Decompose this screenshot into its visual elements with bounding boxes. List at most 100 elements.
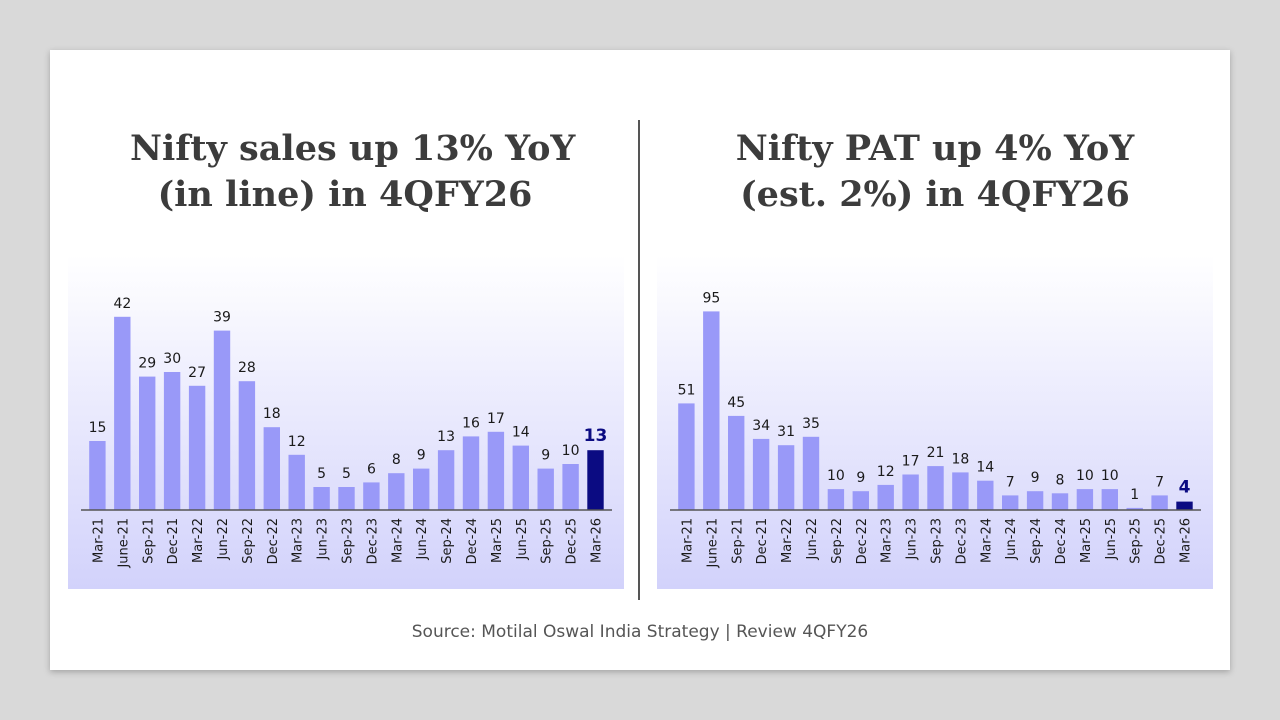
value-label: 16 [462,415,480,431]
bar-sep-25 [1126,507,1143,510]
category-label: Sep-22 [241,518,256,564]
category-label: Sep-23 [930,518,945,564]
slide: Nifty sales up 13% YoY (in line) in 4QFY… [50,50,1230,670]
bar-sep-24 [437,450,455,510]
bar-mar-25 [1076,489,1094,510]
category-label: Dec-22 [266,518,281,564]
category-label: Mar-26 [590,518,605,563]
sales-growth-chart: 15 Mar-21 42 June-21 29 Sep-21 30 Dec-21 27 Mar-2… [68,255,624,589]
bar-mar-26 [1176,501,1193,510]
value-label: 4 [1179,478,1191,498]
category-label: Dec-21 [755,518,770,564]
pat-growth-chart-svg: 51 Mar-21 95 June-21 45 Sep-21 34 Dec-21 31 Mar-2… [670,290,1201,569]
category-label: Dec-23 [365,518,380,564]
left-title-line-1: Nifty sales up 13% YoY [130,128,576,169]
category-label: Sep-23 [341,518,356,564]
value-label: 10 [827,468,845,484]
category-label: Mar-25 [1079,518,1094,563]
bar-dec-25 [1151,495,1168,510]
value-label: 14 [976,460,994,476]
category-label: Mar-21 [92,518,107,563]
value-label: 51 [678,382,696,398]
category-label: Mar-23 [880,518,895,563]
bar-dec-24 [462,436,480,510]
value-label: 39 [213,310,231,326]
category-label: June-21 [116,518,131,569]
bar-dec-21 [752,438,770,510]
value-label: 95 [702,290,720,306]
category-label: Mar-24 [390,518,405,563]
value-label: 1 [1130,487,1139,503]
category-label: Sep-21 [141,518,156,564]
category-label: Mar-21 [681,518,696,563]
category-label: Jun-25 [1104,518,1119,561]
category-label: Dec-25 [565,518,580,564]
category-label: Dec-25 [1154,518,1169,564]
category-label: Mar-23 [291,518,306,563]
value-label: 17 [902,454,920,470]
bar-jun-25 [1101,489,1118,510]
value-label: 30 [163,351,181,367]
bar-mar-23 [877,484,894,510]
category-label: Jun-24 [415,518,430,561]
value-label: 10 [1076,468,1094,484]
bar-dec-23 [363,482,380,510]
value-label: 6 [367,461,376,477]
value-label: 17 [487,411,505,427]
value-label: 13 [437,429,455,445]
source-note: Source: Motilal Oswal India Strategy | R… [411,622,869,642]
category-label: Jun-23 [905,518,920,561]
bar-sep-25 [537,468,554,510]
bar-dec-23 [952,472,969,510]
value-label: 12 [877,464,895,480]
bar-sep-22 [827,489,845,510]
category-label: Sep-21 [730,518,745,564]
bar-june-21 [114,316,131,510]
bar-dec-25 [562,464,579,510]
value-label: 13 [584,426,608,446]
value-label: 5 [342,466,351,482]
right-title-line-2: (est. 2%) in 4QFY26 [740,174,1130,215]
category-label: Jun-22 [216,518,231,561]
category-label: Jun-24 [1004,518,1019,561]
category-label: Mar-24 [979,518,994,563]
bar-jun-24 [413,468,430,510]
value-label: 7 [1155,474,1164,490]
value-label: 12 [288,434,306,450]
category-label: Dec-21 [166,518,181,564]
value-label: 9 [541,448,550,464]
vertical-divider [638,120,640,600]
bar-dec-21 [163,372,181,510]
category-label: Mar-25 [490,518,505,563]
value-label: 18 [951,451,969,467]
value-label: 9 [1031,470,1040,486]
value-label: 9 [856,470,865,486]
category-label: Mar-26 [1179,518,1194,563]
bar-jun-23 [902,474,919,510]
bar-jun-24 [1002,495,1019,510]
value-label: 7 [1006,474,1015,490]
value-label: 8 [1056,472,1065,488]
bar-june-21 [703,311,720,510]
category-label: Sep-24 [1029,518,1044,564]
category-label: Sep-25 [1129,518,1144,564]
value-label: 35 [802,416,820,432]
bar-sep-21 [139,376,156,510]
value-label: 10 [1101,468,1119,484]
sales-growth-chart-svg: 15 Mar-21 42 June-21 29 Sep-21 30 Dec-21 27 Mar-2… [81,296,612,569]
pat-growth-chart: 51 Mar-21 95 June-21 45 Sep-21 34 Dec-21 31 Mar-2… [657,255,1213,589]
value-label: 28 [238,360,256,376]
category-label: Sep-25 [540,518,555,564]
value-label: 34 [752,418,770,434]
bar-dec-22 [263,427,280,510]
value-label: 10 [562,443,580,459]
bar-jun-23 [313,487,330,510]
value-label: 42 [113,296,131,312]
bar-dec-24 [1051,493,1069,510]
bar-mar-21 [89,441,106,510]
category-label: Mar-22 [191,518,206,563]
bar-mar-22 [777,445,795,510]
bar-mar-26 [587,450,604,510]
category-label: Jun-22 [805,518,820,561]
bar-mar-24 [977,480,994,510]
